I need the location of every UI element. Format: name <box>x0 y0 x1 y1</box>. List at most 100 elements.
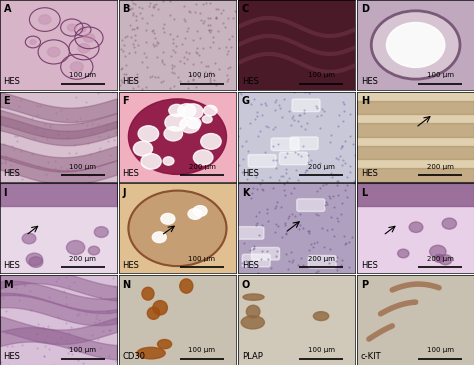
Circle shape <box>128 99 227 174</box>
Circle shape <box>78 44 90 53</box>
Text: 100 μm: 100 μm <box>69 347 96 353</box>
Circle shape <box>133 141 153 156</box>
Circle shape <box>165 114 187 131</box>
Text: PLAP: PLAP <box>242 352 263 361</box>
Circle shape <box>29 257 43 268</box>
Text: 100 μm: 100 μm <box>189 72 216 78</box>
FancyBboxPatch shape <box>242 254 270 267</box>
Circle shape <box>183 104 203 119</box>
Text: 100 μm: 100 μm <box>189 347 216 353</box>
FancyBboxPatch shape <box>292 99 320 112</box>
Text: C: C <box>242 4 249 15</box>
Circle shape <box>152 232 166 243</box>
Text: 100 μm: 100 μm <box>69 164 96 170</box>
Circle shape <box>409 222 423 233</box>
Circle shape <box>26 253 43 266</box>
Circle shape <box>180 118 200 133</box>
Ellipse shape <box>142 287 154 300</box>
Circle shape <box>83 34 95 42</box>
Text: 200 μm: 200 μm <box>427 164 454 170</box>
Text: HES: HES <box>3 261 20 270</box>
Circle shape <box>178 104 196 118</box>
Text: P: P <box>361 280 368 289</box>
Text: 100 μm: 100 μm <box>69 72 96 78</box>
Text: B: B <box>123 4 130 15</box>
Text: HES: HES <box>361 261 378 270</box>
Ellipse shape <box>243 294 264 300</box>
Text: HES: HES <box>3 169 20 178</box>
Circle shape <box>204 105 217 116</box>
Circle shape <box>193 150 213 165</box>
Circle shape <box>193 205 207 216</box>
Text: HES: HES <box>123 169 139 178</box>
Text: F: F <box>123 96 129 106</box>
FancyBboxPatch shape <box>280 152 308 165</box>
Text: 200 μm: 200 μm <box>70 255 96 262</box>
Text: HES: HES <box>242 261 258 270</box>
Text: D: D <box>361 4 369 15</box>
Circle shape <box>188 208 202 219</box>
FancyBboxPatch shape <box>290 137 318 150</box>
Text: CD30: CD30 <box>123 352 146 361</box>
Circle shape <box>371 11 460 79</box>
Ellipse shape <box>157 339 172 349</box>
Text: HES: HES <box>361 77 378 86</box>
Text: O: O <box>242 280 250 289</box>
Text: H: H <box>361 96 369 106</box>
Text: HES: HES <box>242 169 258 178</box>
Circle shape <box>47 47 60 57</box>
FancyBboxPatch shape <box>236 227 264 239</box>
Circle shape <box>128 191 227 266</box>
Text: c-KIT: c-KIT <box>361 352 382 361</box>
Circle shape <box>434 254 444 262</box>
Circle shape <box>70 62 83 72</box>
Text: HES: HES <box>123 77 139 86</box>
Ellipse shape <box>313 312 329 320</box>
Text: HES: HES <box>242 77 258 86</box>
Circle shape <box>398 249 409 258</box>
Ellipse shape <box>147 307 160 319</box>
Circle shape <box>80 27 86 32</box>
Text: HES: HES <box>361 169 378 178</box>
Circle shape <box>386 23 445 68</box>
Ellipse shape <box>137 347 165 359</box>
Ellipse shape <box>241 316 264 329</box>
Circle shape <box>66 241 85 254</box>
Text: HES: HES <box>123 261 139 270</box>
Circle shape <box>94 227 108 237</box>
Text: 200 μm: 200 μm <box>308 164 335 170</box>
Text: 100 μm: 100 μm <box>427 72 454 78</box>
Circle shape <box>163 157 174 165</box>
Text: 100 μm: 100 μm <box>427 347 454 353</box>
Text: I: I <box>3 188 7 198</box>
Circle shape <box>161 214 175 224</box>
Text: L: L <box>361 188 367 198</box>
Text: 200 μm: 200 μm <box>189 164 215 170</box>
Circle shape <box>442 218 456 229</box>
Text: 100 μm: 100 μm <box>308 72 335 78</box>
Circle shape <box>187 118 201 128</box>
Text: HES: HES <box>3 352 20 361</box>
Circle shape <box>22 233 36 244</box>
Text: K: K <box>242 188 249 198</box>
Circle shape <box>39 15 51 24</box>
Circle shape <box>439 255 452 265</box>
Text: HES: HES <box>3 77 20 86</box>
Text: A: A <box>3 4 11 15</box>
Circle shape <box>138 126 159 142</box>
Circle shape <box>169 104 185 116</box>
Circle shape <box>201 134 221 149</box>
Circle shape <box>164 127 182 141</box>
Text: 200 μm: 200 μm <box>427 255 454 262</box>
Text: 100 μm: 100 μm <box>308 347 335 353</box>
FancyBboxPatch shape <box>248 155 276 167</box>
Ellipse shape <box>153 300 167 315</box>
Circle shape <box>88 246 100 255</box>
Text: J: J <box>123 188 126 198</box>
Text: E: E <box>3 96 10 106</box>
Text: 200 μm: 200 μm <box>308 255 335 262</box>
Circle shape <box>67 24 76 31</box>
Circle shape <box>202 115 212 123</box>
Circle shape <box>141 154 161 169</box>
Text: M: M <box>3 280 13 289</box>
